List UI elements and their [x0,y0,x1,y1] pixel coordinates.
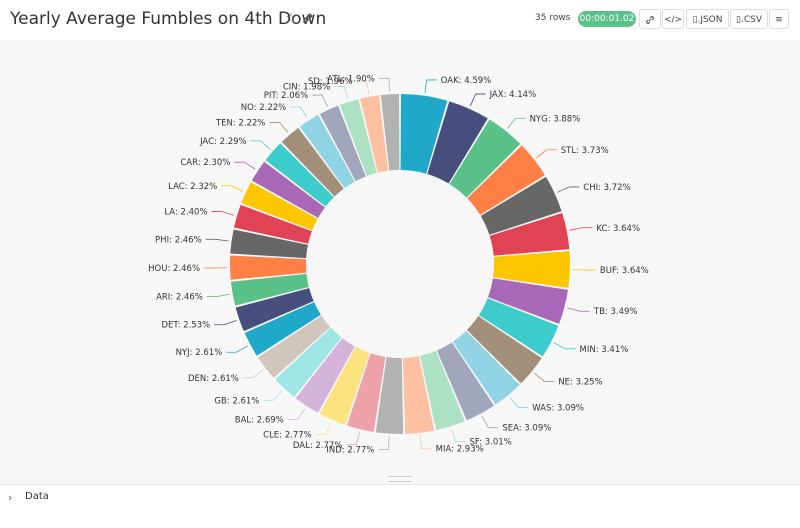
label-leader-line [346,432,359,445]
slice-label: DAL: 2.77% [293,441,343,451]
data-panel-label: Data [25,491,49,502]
label-leader-line [243,370,263,378]
slice-label: HOU: 2.46% [148,264,200,274]
menu-button[interactable]: ≡ [769,9,789,29]
slice-label: LA: 2.40% [164,208,207,218]
export-json-button[interactable]: ▯.JSON [686,9,729,29]
slice-label: DET: 2.53% [161,321,210,331]
resize-handle[interactable] [389,476,411,482]
slice-label: JAC: 2.29% [199,137,247,147]
csv-label: .CSV [741,15,762,25]
label-leader-line [420,436,432,449]
label-leader-line [470,94,485,106]
embed-code-button[interactable]: </> [662,9,684,29]
label-leader-line [288,409,305,420]
label-leader-line [425,80,437,93]
slice-label: MIN: 3.41% [580,345,629,355]
query-timer: 00:00:01.02 [578,11,636,27]
label-leader-line [263,391,282,401]
label-leader-line [510,398,528,408]
donut-chart: OAK: 4.59% JAX: 4.14% NYG: 3.88% STL: 3.73%… [0,40,800,484]
slice-label: JAX: 4.14% [489,90,537,100]
slice-label: PHI: 2.46% [155,235,202,245]
slice-label: ATL: 1.90% [327,74,375,84]
label-leader-line [226,346,247,352]
label-leader-line [312,95,327,107]
label-leader-line [269,122,287,132]
star-icon[interactable]: ☆ [284,12,298,26]
label-leader-line [334,87,348,99]
slice-label: OAK: 4.59% [441,76,492,86]
link-icon [645,15,655,25]
slice-label: SEA: 3.09% [502,424,551,434]
label-leader-line [214,321,236,325]
slice-label: CHI: 3.72% [583,183,630,193]
chevron-right-icon: › [8,491,12,504]
label-leader-line [212,212,234,216]
hamburger-icon: ≡ [775,15,783,25]
label-leader-line [534,373,554,381]
label-leader-line [570,228,593,231]
label-leader-line [379,78,390,91]
slice-label: CLE: 2.77% [263,431,312,441]
slice-label: NO: 2.22% [241,103,286,113]
label-leader-line [207,294,230,296]
slice-label: DEN: 2.61% [188,374,239,384]
slice-label: CAR: 2.30% [180,158,230,168]
json-label: .JSON [697,15,722,25]
slice-label: NYJ: 2.61% [176,348,223,358]
slice-label: TEN: 2.22% [215,118,266,128]
label-leader-line [251,141,271,150]
label-leader-line [290,107,307,118]
slice-label: BUF: 3.64% [600,266,649,276]
label-leader-line [557,187,579,192]
label-leader-line [507,118,525,128]
label-leader-line [567,308,590,311]
slice-label: MIA: 2.93% [436,445,484,455]
chart-area: OAK: 4.59% JAX: 4.14% NYG: 3.88% STL: 3.73%… [0,40,800,484]
label-leader-line [537,150,557,158]
chart-title: Yearly Average Fumbles on 4th Down [10,9,326,29]
label-leader-line [378,437,389,450]
code-icon: </> [664,15,682,25]
label-leader-line [206,239,229,241]
label-leader-line [234,162,255,169]
chart-header: Yearly Average Fumbles on 4th Down ☆ 35 … [0,0,800,40]
slice-label: NYG: 3.88% [530,114,581,124]
row-count: 35 rows [535,13,570,23]
label-leader-line [316,423,331,435]
slice-label: GB: 2.61% [214,396,259,406]
slice-label: TB: 3.49% [593,307,638,317]
slice-label: LAC: 2.32% [168,182,217,192]
label-leader-line [482,416,498,427]
data-panel-toggle[interactable]: › Data [0,484,800,528]
slice-label: STL: 3.73% [561,146,609,156]
slice-label: ARI: 2.46% [156,293,203,303]
label-leader-line [554,343,576,349]
edit-icon[interactable] [301,12,315,26]
copy-link-button[interactable] [639,9,661,29]
slice-label: WAS: 3.09% [532,404,584,414]
slice-label: NE: 3.25% [558,377,602,387]
label-leader-line [221,186,243,191]
export-csv-button[interactable]: ▯.CSV [730,9,768,29]
slice-label: BAL: 2.69% [235,415,284,425]
label-leader-line [452,429,466,441]
slice-label: KC: 3.64% [596,224,640,234]
edit-icon-glyph [302,12,314,24]
donut-slices [230,94,570,434]
